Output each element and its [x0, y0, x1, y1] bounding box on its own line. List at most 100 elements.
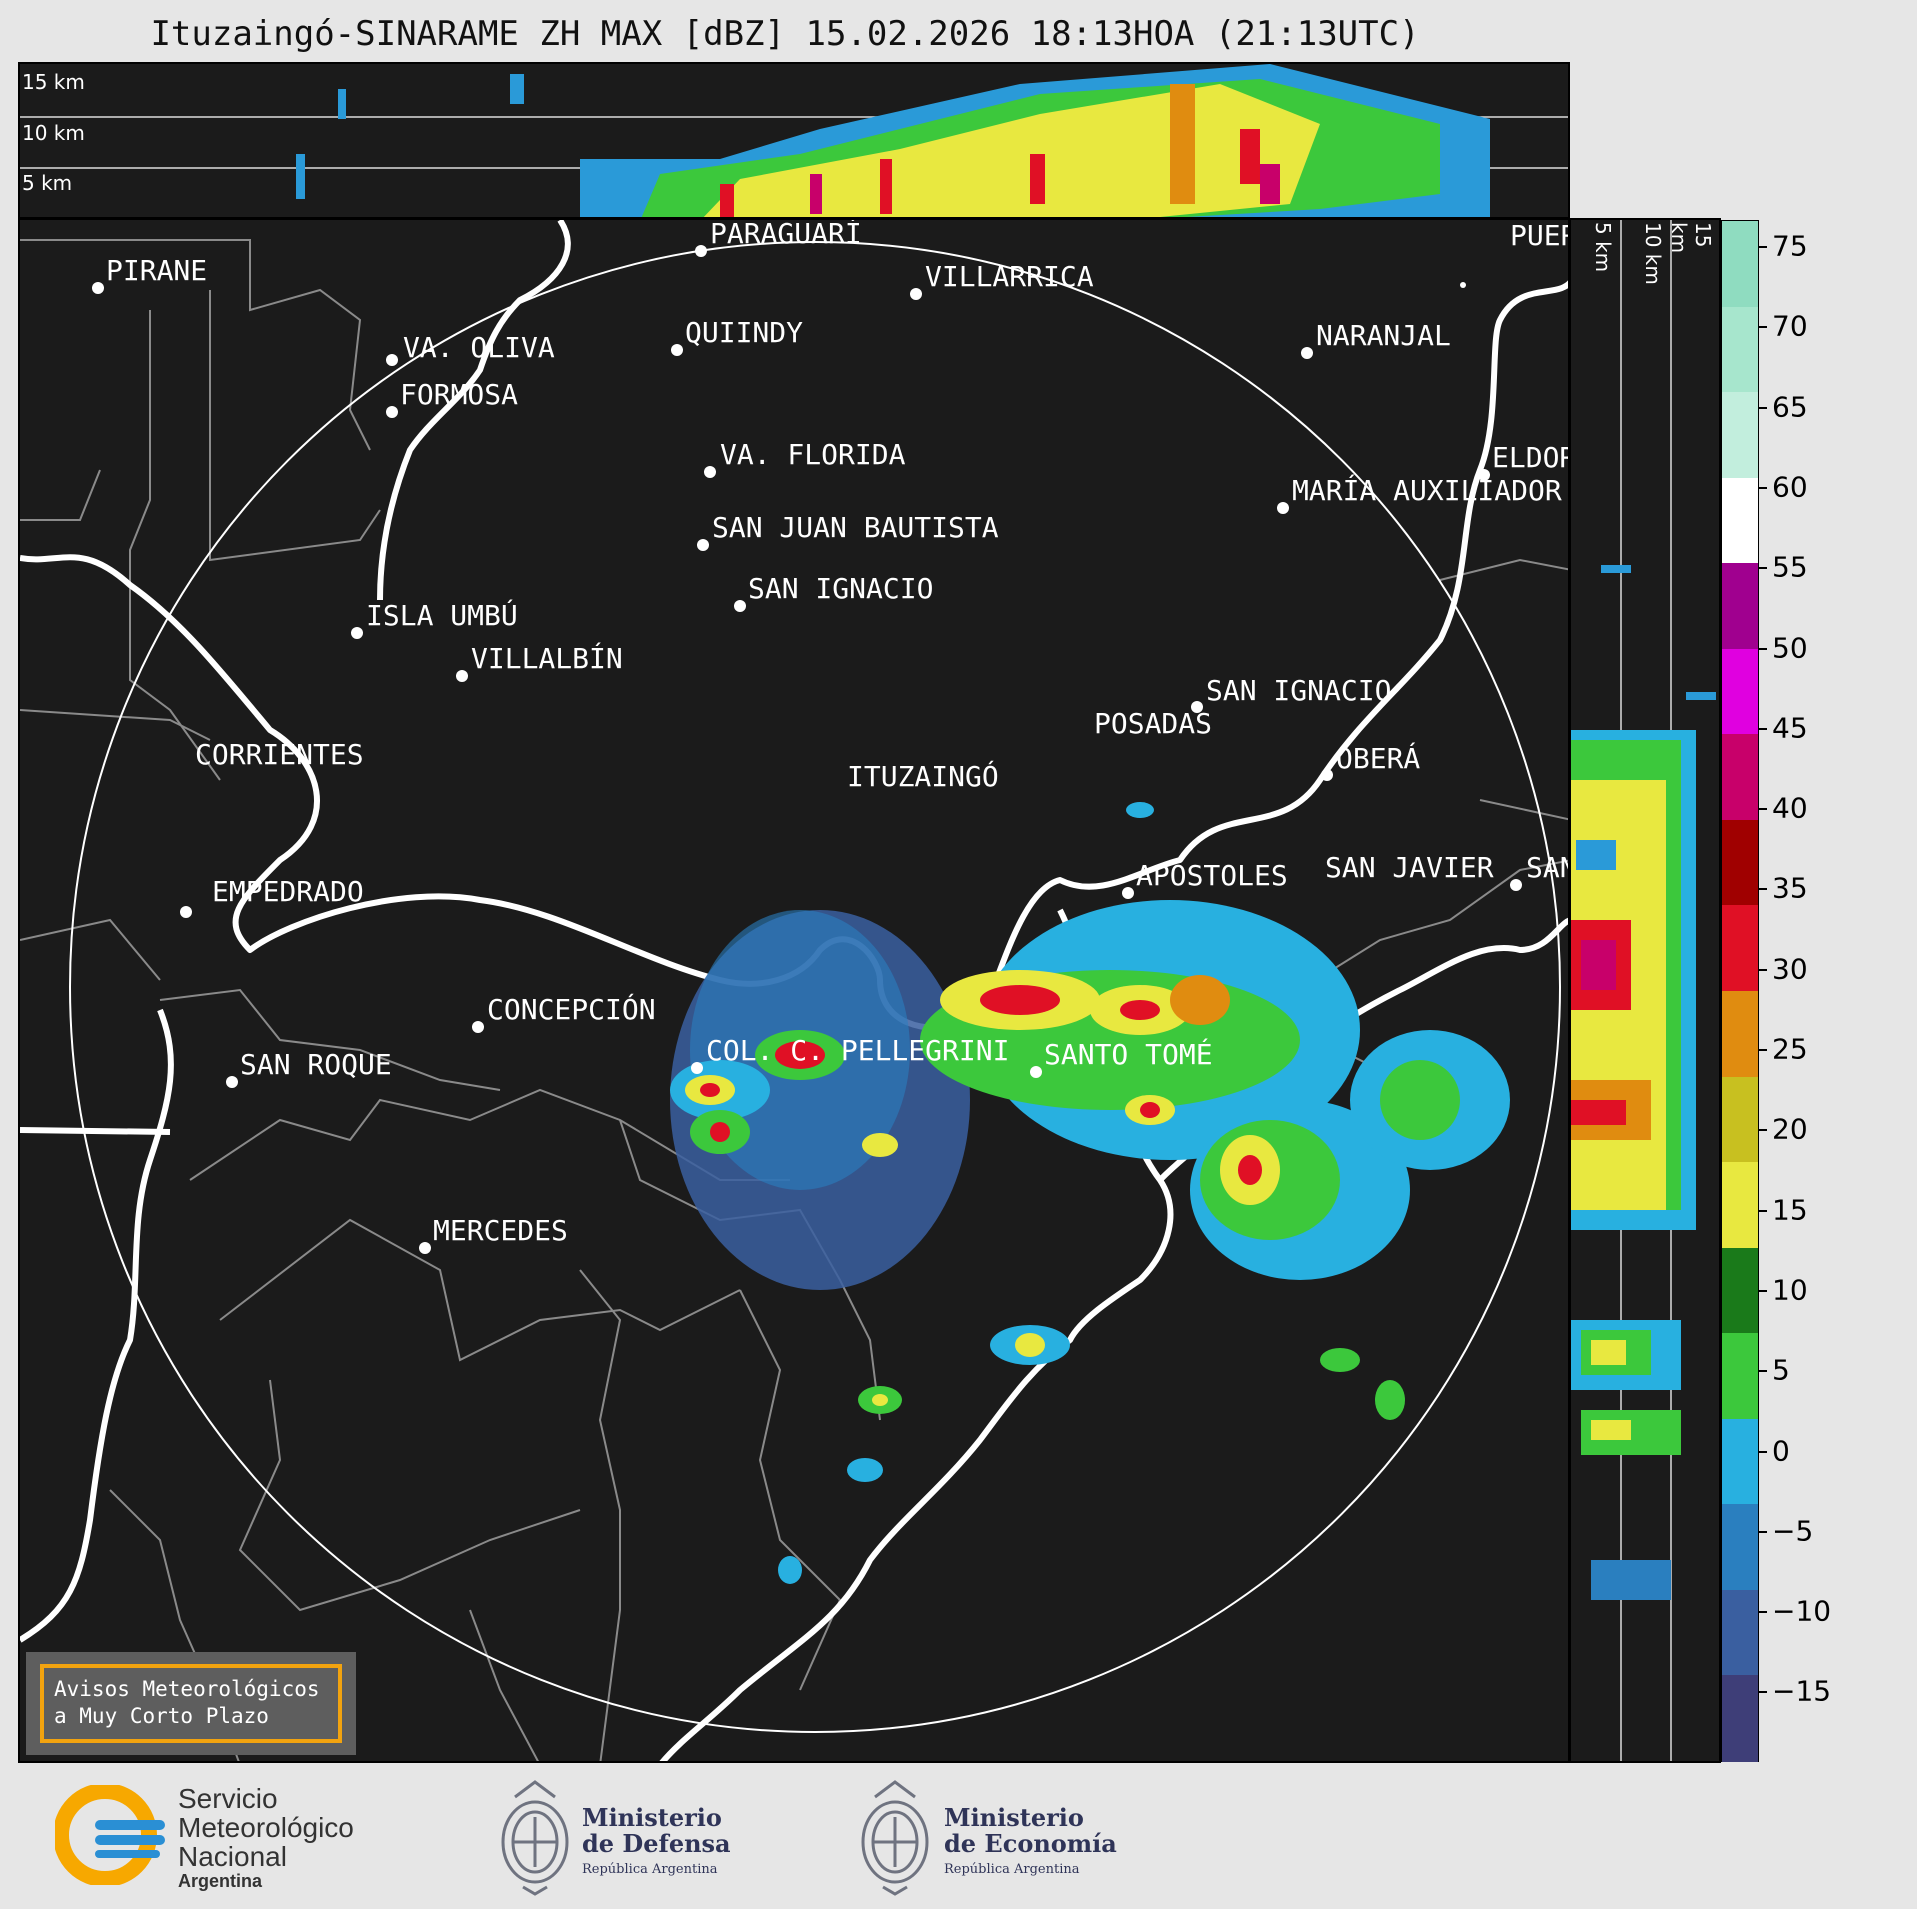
colorbar-tick-label: 65 [1772, 390, 1808, 424]
colorbar-tick-label: 0 [1772, 1434, 1790, 1467]
radar-map: PIRANE PARAGUARÍ VILLARRICA PUER QUIINDY… [20, 220, 1570, 1761]
avisos-line2: a Muy Corto Plazo [54, 1704, 269, 1728]
colorbar-tick [1759, 1530, 1767, 1533]
colorbar-segment [1722, 306, 1758, 394]
city-label-san-ignacio-ar: SAN IGNACIO [1206, 674, 1391, 707]
radar-echoes [670, 802, 1510, 1584]
top-height-label-15km: 15 km [22, 70, 85, 94]
colorbar-tick-label: 50 [1772, 631, 1808, 664]
avisos-line1: Avisos Meteorológicos [54, 1677, 320, 1701]
side-height-label-5km: 5 km [1591, 222, 1615, 273]
defensa-line3: República Argentina [582, 1862, 718, 1877]
side-height-label-15km: 15 km [1667, 222, 1715, 254]
colorbar-segment [1722, 1418, 1758, 1506]
colorbar-tick [1759, 1370, 1767, 1373]
colorbar-tick [1759, 647, 1767, 650]
city-label-villalbin: VILLALBÍN [471, 641, 623, 675]
city-label-san-juan-bautista: SAN JUAN BAUTISTA [712, 511, 999, 544]
city-label-san-javier: SAN JAVIER [1325, 851, 1494, 884]
colorbar-tick-label: −10 [1772, 1594, 1832, 1628]
city-label-quiindy: QUIINDY [685, 316, 803, 349]
colorbar-segment [1722, 1247, 1758, 1335]
economia-shield-icon [861, 1780, 929, 1896]
colorbar-tick-label: 35 [1772, 871, 1808, 905]
city-label-col-c-pellegrini: COL. C. PELLEGRINI [706, 1034, 1009, 1067]
colorbar-segment [1722, 1162, 1758, 1249]
top-height-label-10km: 10 km [22, 121, 85, 145]
colorbar-tick [1759, 406, 1767, 409]
colorbar-tick [1759, 888, 1767, 891]
city-label-empedrado: EMPEDRADO [212, 875, 364, 908]
colorbar-tick-label: −5 [1772, 1514, 1814, 1548]
city-label-isla-umbu: ISLA UMBÚ [366, 598, 518, 632]
colorbar-segment [1722, 563, 1758, 650]
colorbar-tick [1759, 727, 1767, 730]
colorbar-tick-label: 45 [1772, 711, 1808, 745]
colorbar-tick [1759, 1209, 1767, 1212]
colorbar-segment [1722, 477, 1758, 565]
city-markers [92, 245, 1522, 1254]
smn-line4: Argentina [178, 1871, 263, 1891]
city-label-formosa: FORMOSA [400, 378, 518, 411]
city-label-paraguari: PARAGUARÍ [710, 220, 862, 250]
colorbar-segment [1722, 392, 1758, 479]
colorbar-segment [1722, 648, 1758, 736]
smn-line3: Nacional [178, 1841, 287, 1872]
city-label-san: SAN [1526, 851, 1570, 884]
colorbar-segment [1722, 1675, 1758, 1762]
top-height-label-5km: 5 km [22, 171, 73, 195]
city-label-mercedes: MERCEDES [433, 1214, 568, 1247]
defensa-line1: Ministerio [582, 1803, 722, 1832]
city-label-corrientes: CORRIENTES [195, 738, 364, 771]
colorbar-tick [1759, 1129, 1767, 1132]
colorbar-tick-label: 60 [1772, 470, 1808, 504]
colorbar-segment [1722, 819, 1758, 907]
colorbar-tick [1759, 1289, 1767, 1292]
colorbar-segment [1722, 221, 1758, 308]
city-label-san-ignacio-py: SAN IGNACIO [748, 572, 933, 605]
colorbar-tick [1759, 1450, 1767, 1453]
city-label-obera: OBERÁ [1336, 741, 1420, 775]
radar-map-panel[interactable]: PIRANE PARAGUARÍ VILLARRICA PUER QUIINDY… [18, 218, 1570, 1763]
colorbar-tick [1759, 808, 1767, 811]
colorbar-tick-label: 20 [1772, 1112, 1808, 1146]
city-label-ituzaingo: ITUZAINGÓ [847, 759, 999, 793]
colorbar-segment [1722, 1589, 1758, 1677]
city-label-villarrica: VILLARRICA [925, 260, 1094, 293]
colorbar-tick [1759, 1611, 1767, 1614]
colorbar-tick [1759, 968, 1767, 971]
colorbar-tick-label: 30 [1772, 952, 1808, 986]
city-labels: PIRANE PARAGUARÍ VILLARRICA PUER QUIINDY… [106, 220, 1570, 1247]
smn-line1: Servicio [178, 1783, 278, 1814]
side-height-label-10km: 10 km [1641, 222, 1665, 285]
colorbar-segment [1722, 991, 1758, 1078]
avisos-box: Avisos Meteorológicos a Muy Corto Plazo [26, 1652, 356, 1755]
city-label-eldor: ELDOR [1492, 441, 1570, 474]
smn-line2: Meteorológico [178, 1812, 354, 1843]
colorbar-segment [1722, 1504, 1758, 1591]
city-label-san-roque: SAN ROQUE [240, 1048, 392, 1081]
colorbar-tick-label: 25 [1772, 1032, 1808, 1066]
economia-line1: Ministerio [944, 1803, 1084, 1832]
colorbar-tick [1759, 567, 1767, 570]
colorbar-segment [1722, 1333, 1758, 1420]
colorbar-tick-label: 70 [1772, 309, 1808, 343]
city-label-pirane: PIRANE [106, 254, 207, 287]
top-cross-section-panel: 15 km 10 km 5 km [18, 62, 1570, 219]
radar-range-ring [69, 241, 1561, 1733]
city-label-santo-tome: SANTO TOMÉ [1044, 1037, 1213, 1071]
colorbar-tick-label: 5 [1772, 1353, 1790, 1387]
city-label-va-oliva: VA. OLIVA [403, 331, 555, 364]
colorbar-tick-label: 75 [1772, 229, 1808, 263]
city-label-puer: PUER [1510, 220, 1570, 252]
map-title: Ituzaingó-SINARAME ZH MAX [dBZ] 15.02.20… [150, 14, 1420, 54]
colorbar-tick [1759, 1049, 1767, 1051]
city-label-concepcion: CONCEPCIÓN [487, 992, 656, 1026]
colorbar-tick-label: 15 [1772, 1193, 1808, 1227]
city-label-maria-auxiliador: MARÍA AUXILIADOR [1292, 473, 1562, 507]
colorbar-segment [1722, 1076, 1758, 1164]
colorbar-tick-label: 40 [1772, 791, 1808, 825]
colorbar-tick-label: −15 [1772, 1674, 1832, 1708]
colorbar-tick-label: 55 [1772, 550, 1808, 584]
colorbar-tick [1759, 1691, 1767, 1694]
